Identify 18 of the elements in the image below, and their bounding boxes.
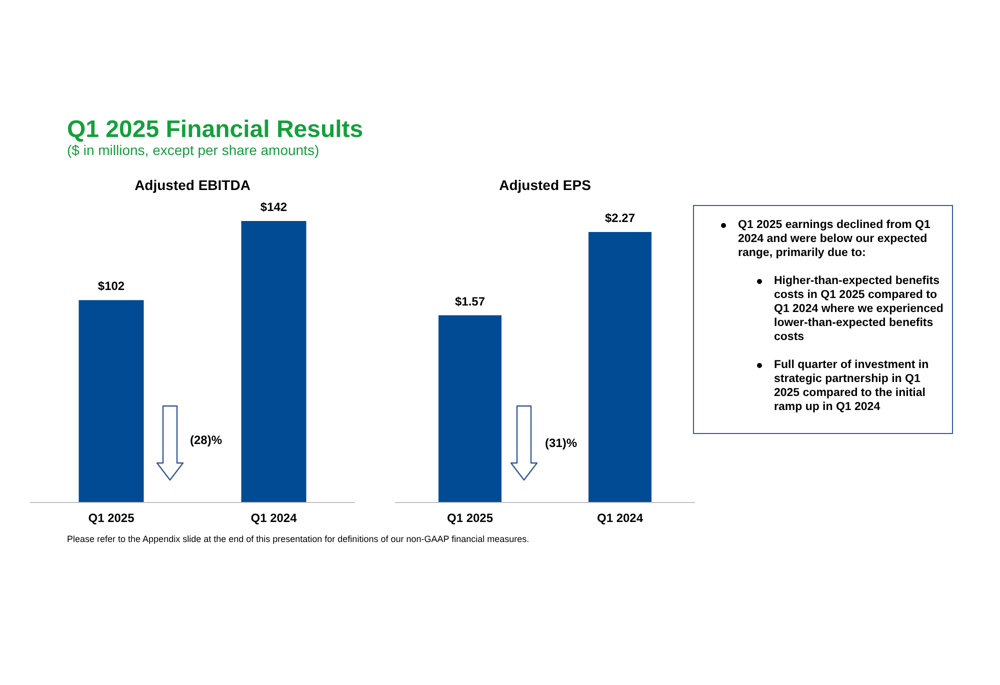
text: ($ in millions, except per share amounts) (67, 142, 320, 158)
annotation: (28)% (190, 433, 222, 447)
chart-title: Adjusted EBITDA (134, 177, 250, 193)
x-tick-label: Q1 2024 (596, 511, 644, 525)
x-tick-label: Q1 2025 (446, 511, 494, 525)
text: Higher-than-expected benefits costs in Q1 2025 compared to Q1 2024 where we experienced lower-than-expected benefits costs (774, 274, 944, 344)
data-label: $1.57 (454, 294, 486, 308)
text: Please refer to the Appendix slide at the end of this presentation for definitions of our non-GAAP financial measures. (67, 534, 530, 544)
text: Full quarter of investment in strategic partnership in Q1 2025 compared to the initial ramp up in Q1 2024 (774, 358, 930, 414)
data-label: $142 (260, 200, 288, 214)
x-tick-label: Q1 2024 (250, 511, 298, 525)
text: Q1 2025 Financial Results (67, 116, 364, 144)
data-label: $102 (98, 279, 125, 294)
x-tick-label: Q1 2025 (88, 511, 135, 525)
data-label: $2.27 (604, 211, 636, 225)
text: Q1 2025 earnings declined from Q1 2024 and were below our expected range, primarily due to: (738, 218, 932, 260)
chart-title: Adjusted EPS (499, 177, 591, 193)
annotation: (31)% (545, 436, 578, 450)
